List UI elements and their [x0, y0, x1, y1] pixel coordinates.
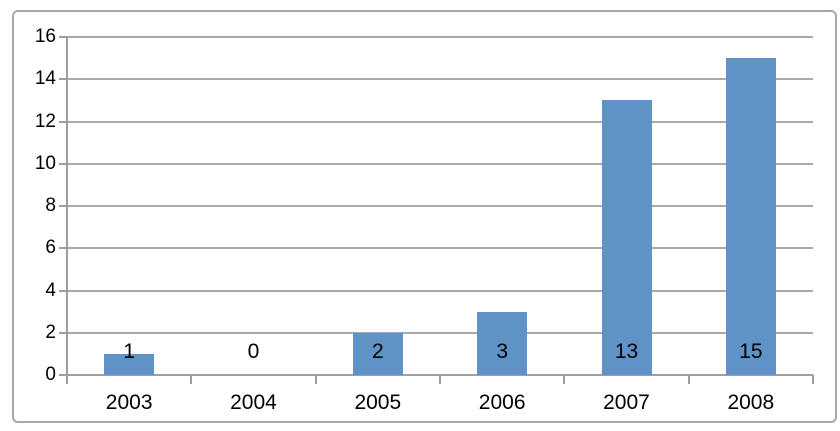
y-axis-label: 10	[34, 152, 56, 174]
gridline	[67, 36, 813, 38]
x-axis-tick	[314, 375, 317, 384]
bar	[104, 353, 155, 375]
x-axis-label: 2007	[603, 391, 650, 414]
bar	[601, 100, 652, 375]
gridline	[67, 289, 813, 292]
y-axis-line	[66, 37, 68, 377]
y-axis-tick	[59, 36, 67, 38]
bar-data-label: 15	[739, 340, 763, 363]
gridline	[67, 78, 813, 81]
x-axis-tick	[439, 375, 441, 384]
y-axis-label: 12	[34, 110, 56, 132]
gridline	[67, 120, 813, 123]
bar	[725, 58, 776, 375]
x-axis-tick	[687, 375, 690, 384]
y-axis-tick	[59, 120, 67, 123]
x-axis-label: 2008	[727, 391, 775, 414]
bar-data-label: 3	[496, 340, 508, 363]
y-axis-label: 16	[34, 26, 56, 47]
y-axis-tick	[59, 78, 67, 81]
x-axis-label: 2005	[354, 391, 402, 414]
y-axis-label: 6	[45, 237, 56, 259]
x-axis-label: 2006	[478, 391, 526, 414]
y-axis-label: 2	[45, 321, 56, 343]
y-axis-tick	[59, 162, 67, 165]
gridline	[67, 331, 813, 334]
y-axis-label: 0	[45, 364, 56, 385]
gridline	[67, 205, 813, 207]
y-axis-tick	[59, 374, 67, 376]
x-axis-label: 2003	[105, 391, 153, 414]
bar-data-label: 1	[123, 340, 135, 363]
y-axis-label: 8	[45, 195, 56, 216]
y-axis-tick	[59, 247, 67, 250]
bar	[352, 332, 403, 375]
y-axis-tick	[59, 289, 67, 292]
y-axis-label: 4	[45, 279, 56, 301]
x-axis-tick	[66, 375, 68, 384]
bar	[477, 311, 528, 375]
x-axis-tick	[563, 375, 566, 384]
gridline	[67, 247, 813, 250]
x-axis-label: 2004	[230, 391, 277, 414]
y-axis-tick	[59, 205, 67, 207]
bar-data-label: 2	[371, 340, 384, 363]
y-axis-label: 14	[34, 68, 56, 90]
x-axis-tick	[190, 375, 193, 384]
x-axis-tick	[812, 375, 814, 384]
gridline	[67, 162, 813, 165]
y-axis-tick	[59, 331, 67, 334]
bar-data-label: 13	[614, 340, 639, 363]
bar-data-label: 0	[247, 340, 260, 363]
